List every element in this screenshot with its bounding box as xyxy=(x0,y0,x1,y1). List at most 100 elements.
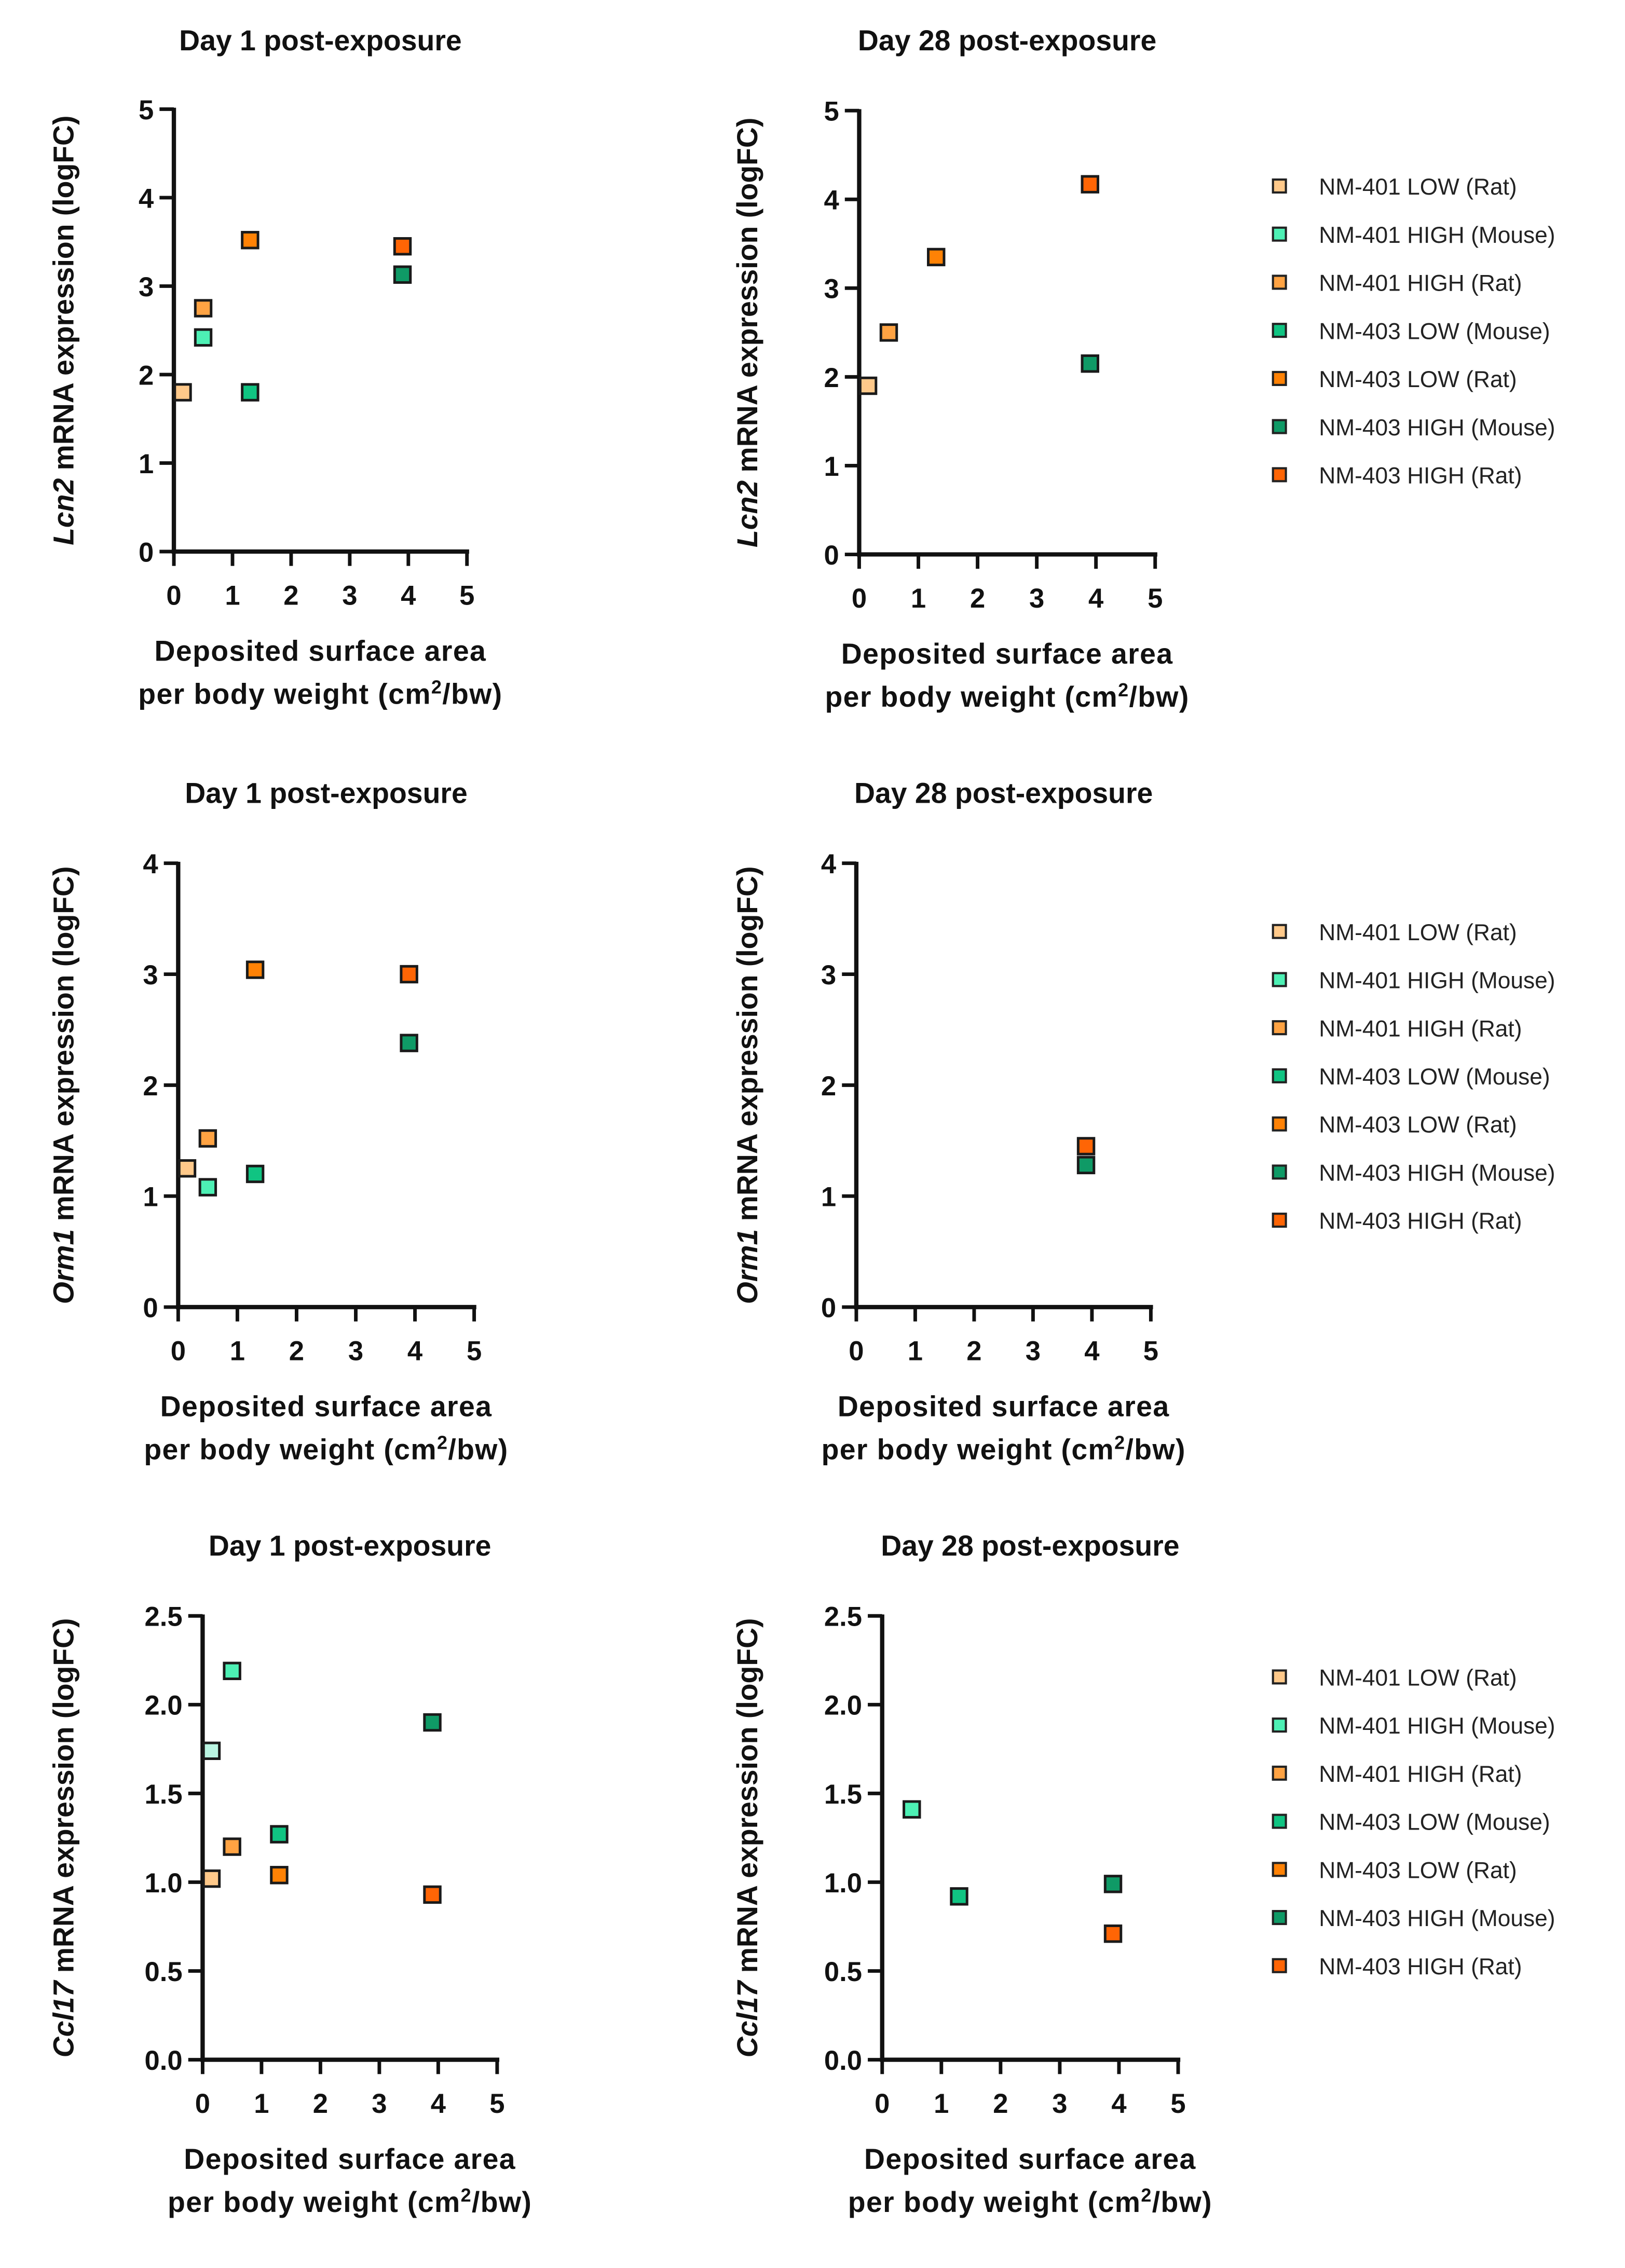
x-tick-label: 1 xyxy=(254,2088,269,2119)
legend-marker xyxy=(1272,1020,1287,1036)
y-tick-label: 0 xyxy=(143,1293,158,1323)
legend-label: NM-403 HIGH (Rat) xyxy=(1319,1954,1522,1980)
legend-label: NM-403 LOW (Rat) xyxy=(1319,1112,1517,1138)
legend-label: NM-403 LOW (Mouse) xyxy=(1319,319,1550,344)
x-axis-label-line1: Deposited surface area xyxy=(838,1390,1170,1422)
x-tick-label: 2 xyxy=(289,1336,304,1366)
y-tick-label: 2 xyxy=(824,363,839,393)
y-axis-label: Orm1 mRNA expression (logFC) xyxy=(47,866,79,1304)
x-axis-label-part: per body weight (cm xyxy=(822,1433,1115,1465)
y-tick-label: 1 xyxy=(143,1182,158,1213)
y-tick-label: 1.0 xyxy=(824,1868,862,1899)
x-tick-label: 0 xyxy=(849,1336,864,1366)
y-axis-label-text: mRNA expression (logFC) xyxy=(731,118,763,480)
y-tick-label: 1.0 xyxy=(145,1868,183,1899)
data-point xyxy=(400,965,418,984)
legend-label: NM-401 HIGH (Rat) xyxy=(1319,1016,1522,1041)
y-tick-label: 1 xyxy=(824,451,839,482)
legend-label: NM-401 HIGH (Mouse) xyxy=(1319,223,1555,248)
x-axis-label-part: per body weight (cm xyxy=(144,1433,437,1465)
chart-panel-5: Day 1 post-exposure 0.0 0.5 1.0 1.5 2.0 2.5 0 1 2… xyxy=(47,1530,531,2218)
y-tick-label: 1.5 xyxy=(824,1779,862,1810)
y-tick-label: 1.5 xyxy=(145,1779,183,1810)
x-axis-label-line1: Deposited surface area xyxy=(184,2143,516,2175)
x-axis-label-part: /bw) xyxy=(1126,1433,1186,1465)
x-tick-label: 0 xyxy=(875,2088,890,2119)
legend-marker xyxy=(1272,467,1287,483)
x-axis-label-part: per body weight (cm xyxy=(848,2186,1141,2218)
data-point xyxy=(950,1887,968,1906)
data-point xyxy=(858,376,878,395)
legend-label: NM-403 HIGH (Mouse) xyxy=(1319,1906,1555,1931)
legend-marker xyxy=(1272,1164,1287,1180)
x-tick-label: 5 xyxy=(1170,2088,1185,2119)
data-point xyxy=(423,1713,442,1732)
x-tick-label: 4 xyxy=(1084,1336,1099,1366)
y-axis-label: Lcn2 mRNA expression (logFC) xyxy=(731,118,763,547)
x-axis-label-superscript: 2 xyxy=(461,2184,472,2206)
data-point xyxy=(177,1159,197,1178)
y-tick-label: 1 xyxy=(139,449,154,479)
data-point xyxy=(270,1825,289,1844)
y-tick-label: 1 xyxy=(821,1182,836,1213)
x-tick-label: 1 xyxy=(934,2088,949,2119)
x-tick-label: 3 xyxy=(342,580,357,611)
legend-label: NM-401 LOW (Rat) xyxy=(1319,174,1517,200)
legend-marker xyxy=(1272,1958,1287,1973)
legend-marker xyxy=(1272,1213,1287,1228)
legend-marker xyxy=(1272,274,1287,290)
chart-panel-4: Day 28 post-exposure 0 1 2 3 4 0 1 2 3 4 5 Orm1 mRNA… xyxy=(731,777,1555,1465)
data-point xyxy=(1081,354,1099,373)
y-tick-label: 2.5 xyxy=(824,1602,862,1632)
chart-panel-1: Day 1 post-exposure 0 1 2 3 4 5 0 1 2 3 4 5 Lcn2 mRNA… xyxy=(47,24,502,710)
x-axis-label-superscript: 2 xyxy=(431,676,442,697)
x-tick-label: 1 xyxy=(908,1336,923,1366)
legend: NM-401 LOW (Rat) NM-401 HIGH (Mouse) NM-40… xyxy=(1272,920,1555,1234)
y-axis-label: Orm1 mRNA expression (logFC) xyxy=(731,866,763,1304)
legend-marker xyxy=(1272,1068,1287,1083)
data-point xyxy=(173,383,192,402)
chart-title: Day 28 post-exposure xyxy=(854,777,1153,809)
x-tick-label: 5 xyxy=(459,580,474,611)
x-tick-label: 4 xyxy=(401,580,416,611)
legend-marker xyxy=(1272,1813,1287,1829)
chart-title: Day 1 post-exposure xyxy=(179,24,462,57)
legend: NM-401 LOW (Rat) NM-401 HIGH (Mouse) NM-40… xyxy=(1272,174,1555,489)
legend-label: NM-403 HIGH (Rat) xyxy=(1319,1208,1522,1234)
data-point xyxy=(198,1129,217,1148)
chart-title: Day 1 post-exposure xyxy=(185,777,468,809)
x-axis-label-line2: per body weight (cm2/bw) xyxy=(848,2184,1212,2219)
legend-marker xyxy=(1272,323,1287,338)
legend-marker xyxy=(1272,1669,1287,1685)
legend-label: NM-401 LOW (Rat) xyxy=(1319,1665,1517,1690)
y-axis-label-gene: Lcn2 xyxy=(731,480,763,547)
legend-label: NM-403 LOW (Rat) xyxy=(1319,1858,1517,1883)
x-tick-label: 2 xyxy=(966,1336,981,1366)
legend-label: NM-401 HIGH (Mouse) xyxy=(1319,1713,1555,1739)
y-tick-label: 4 xyxy=(139,183,154,214)
x-tick-label: 5 xyxy=(489,2088,504,2119)
chart-title: Day 28 post-exposure xyxy=(881,1530,1179,1562)
y-tick-label: 3 xyxy=(143,960,158,991)
chart-panel-2: Day 28 post-exposure 0 1 2 3 4 5 0 1 2 3 4 5 Lcn2 mRN… xyxy=(731,24,1555,713)
legend: NM-401 LOW (Rat) NM-401 HIGH (Mouse) NM-40… xyxy=(1272,1665,1555,1980)
legend-label: NM-401 HIGH (Rat) xyxy=(1319,1762,1522,1787)
y-tick-label: 2 xyxy=(143,1071,158,1102)
x-axis-label-line1: Deposited surface area xyxy=(864,2143,1196,2175)
x-tick-label: 2 xyxy=(313,2088,328,2119)
x-tick-label: 1 xyxy=(225,580,240,611)
x-tick-label: 3 xyxy=(348,1336,363,1366)
y-tick-label: 0 xyxy=(139,537,154,568)
x-axis-label-part: per body weight (cm xyxy=(825,681,1118,713)
x-axis-label-line2: per body weight (cm2/bw) xyxy=(825,679,1189,712)
x-tick-label: 1 xyxy=(230,1336,245,1366)
data-point xyxy=(1076,1137,1096,1156)
data-point xyxy=(393,265,412,284)
x-tick-label: 2 xyxy=(283,580,298,611)
data-point xyxy=(903,1800,921,1819)
x-tick-label: 3 xyxy=(1052,2088,1067,2119)
data-point xyxy=(1081,175,1099,194)
data-point xyxy=(241,383,260,402)
chart-title: Day 1 post-exposure xyxy=(209,1530,491,1562)
